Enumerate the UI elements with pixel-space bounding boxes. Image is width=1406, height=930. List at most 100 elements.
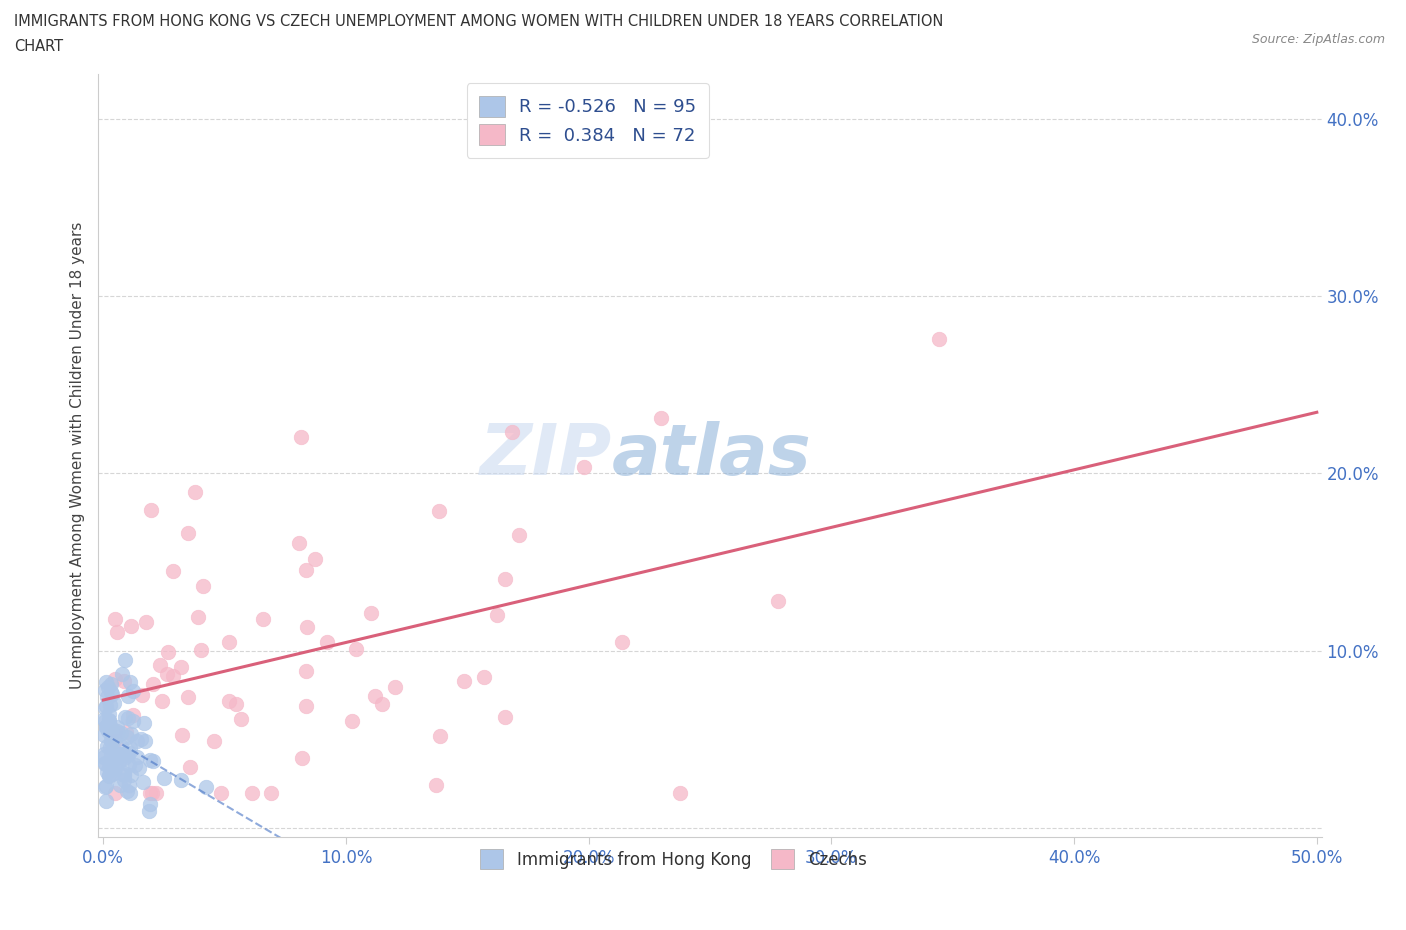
Point <box>97 722 120 737</box>
Point <box>472 670 495 684</box>
Point <box>104 724 127 738</box>
Point <box>94 720 117 735</box>
Point <box>110 747 132 762</box>
Point <box>370 697 392 711</box>
Point <box>153 771 176 786</box>
Point <box>96 690 118 705</box>
Point <box>425 777 447 792</box>
Point <box>104 612 127 627</box>
Point <box>204 733 226 748</box>
Text: CHART: CHART <box>14 39 63 54</box>
Point <box>117 711 139 725</box>
Point <box>105 730 128 745</box>
Point <box>94 779 117 794</box>
Point <box>129 731 152 746</box>
Point <box>94 756 117 771</box>
Point <box>184 485 207 499</box>
Point <box>150 694 173 709</box>
Point <box>114 724 136 739</box>
Point <box>93 700 115 715</box>
Point <box>100 684 122 699</box>
Point <box>104 761 127 776</box>
Point <box>610 635 633 650</box>
Point <box>112 747 135 762</box>
Point <box>138 804 160 818</box>
Y-axis label: Unemployment Among Women with Children Under 18 years: Unemployment Among Women with Children U… <box>70 222 86 689</box>
Point <box>928 332 950 347</box>
Point <box>112 673 135 688</box>
Point <box>118 740 141 755</box>
Point <box>142 676 165 691</box>
Point <box>231 711 253 726</box>
Point <box>112 773 135 788</box>
Point <box>96 720 118 735</box>
Point <box>101 686 124 701</box>
Point <box>97 767 120 782</box>
Point <box>93 727 115 742</box>
Point <box>135 615 157 630</box>
Point <box>94 778 117 793</box>
Point <box>115 748 138 763</box>
Point <box>97 768 120 783</box>
Point <box>118 777 141 792</box>
Point <box>195 779 218 794</box>
Point <box>290 430 312 445</box>
Point <box>110 777 132 792</box>
Point <box>97 713 120 728</box>
Point <box>342 714 364 729</box>
Point <box>179 760 201 775</box>
Point <box>117 783 139 798</box>
Point <box>295 664 318 679</box>
Point <box>128 761 150 776</box>
Point <box>104 671 127 686</box>
Point <box>105 720 128 735</box>
Point <box>650 411 672 426</box>
Point <box>494 572 516 587</box>
Point <box>117 689 139 704</box>
Point <box>291 751 314 766</box>
Point <box>104 751 127 765</box>
Point <box>218 694 240 709</box>
Point <box>501 425 523 440</box>
Point <box>572 459 595 474</box>
Point <box>100 677 122 692</box>
Point <box>93 750 115 764</box>
Point <box>114 652 136 667</box>
Point <box>112 751 135 765</box>
Point <box>139 503 162 518</box>
Point <box>118 745 141 760</box>
Point <box>134 716 156 731</box>
Legend: Immigrants from Hong Kong, Czechs: Immigrants from Hong Kong, Czechs <box>467 836 880 882</box>
Point <box>121 684 143 698</box>
Point <box>98 739 121 754</box>
Point <box>162 564 184 578</box>
Point <box>177 689 200 704</box>
Point <box>360 605 382 620</box>
Point <box>121 708 143 723</box>
Point <box>766 593 789 608</box>
Point <box>209 785 232 800</box>
Text: IMMIGRANTS FROM HONG KONG VS CZECH UNEMPLOYMENT AMONG WOMEN WITH CHILDREN UNDER : IMMIGRANTS FROM HONG KONG VS CZECH UNEMP… <box>14 14 943 29</box>
Point <box>316 635 339 650</box>
Point <box>112 765 135 780</box>
Point <box>118 675 141 690</box>
Point <box>115 730 138 745</box>
Point <box>94 719 117 734</box>
Point <box>96 738 118 753</box>
Point <box>100 758 122 773</box>
Point <box>121 727 143 742</box>
Point <box>98 706 121 721</box>
Point <box>149 658 172 672</box>
Point <box>668 785 690 800</box>
Point <box>218 634 240 649</box>
Point <box>427 503 450 518</box>
Point <box>162 669 184 684</box>
Point <box>295 698 318 713</box>
Point <box>100 733 122 748</box>
Point <box>485 607 508 622</box>
Point <box>120 786 142 801</box>
Point <box>101 736 124 751</box>
Point <box>187 609 209 624</box>
Point <box>131 688 153 703</box>
Point <box>295 619 318 634</box>
